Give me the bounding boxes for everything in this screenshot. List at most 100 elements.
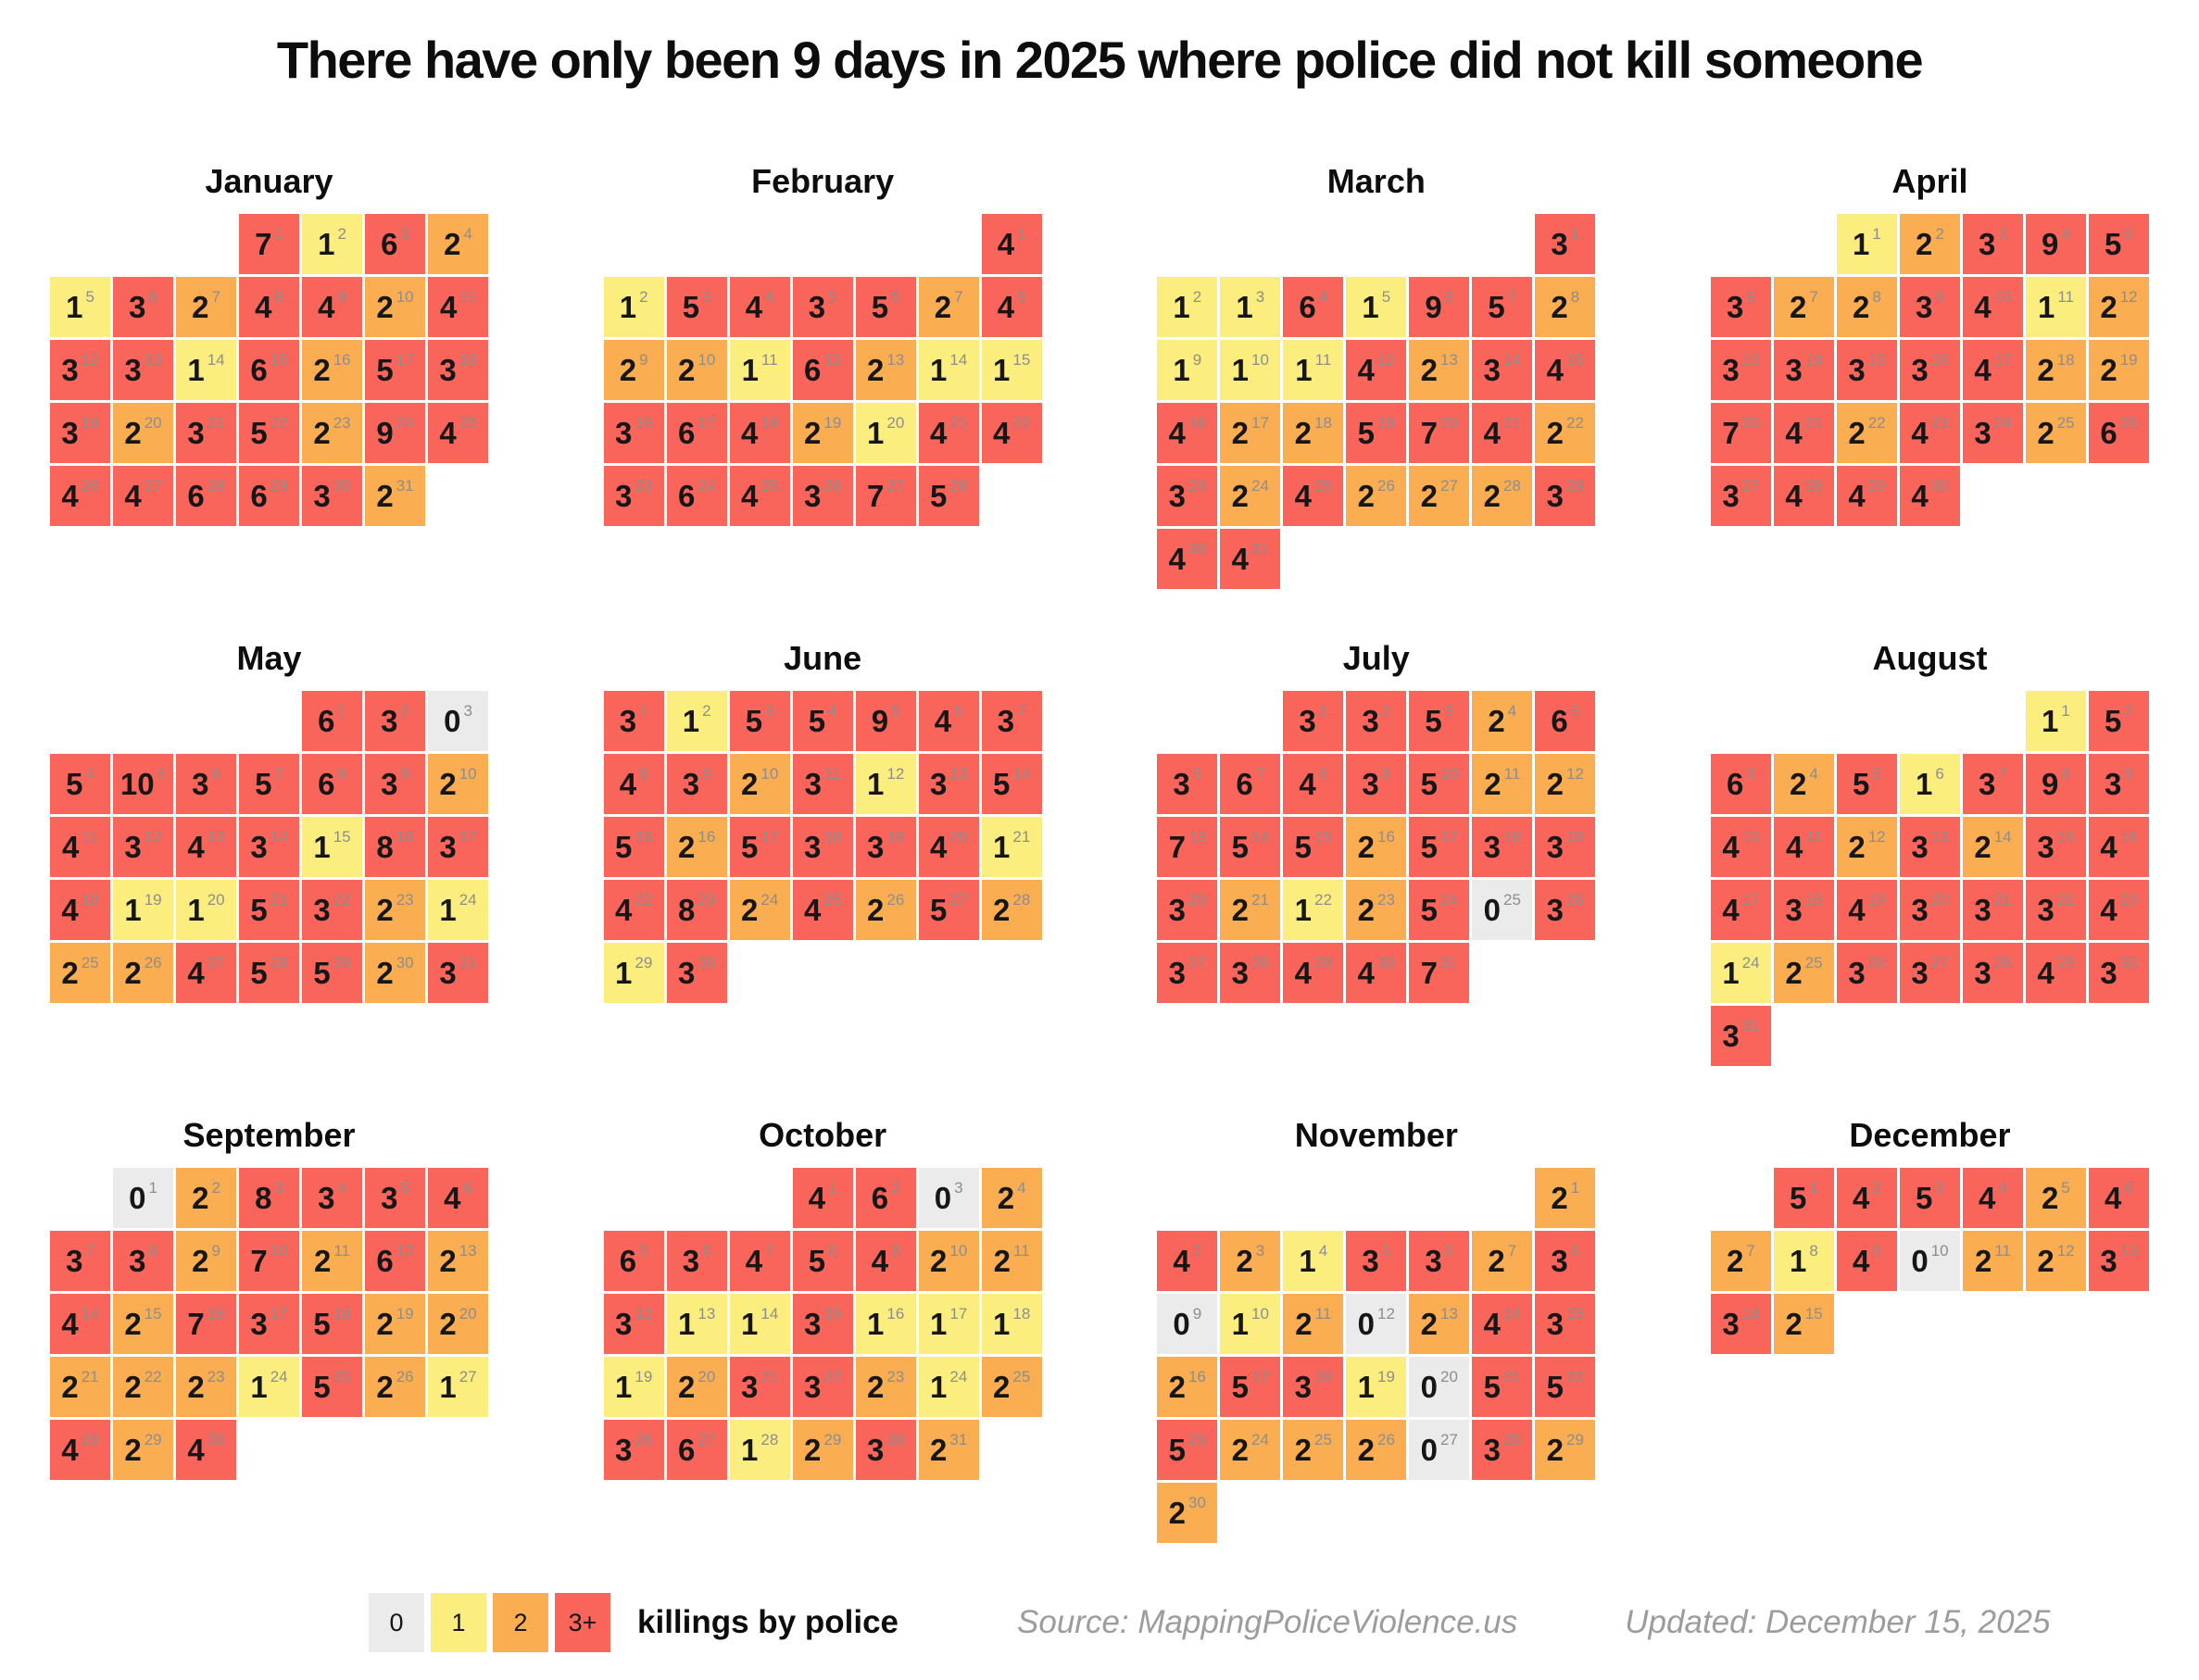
day-number: 2 [1192,288,1202,306]
day-value: 3 [1425,1244,1442,1278]
day-value: 4 [1294,956,1313,990]
day-number: 10 [459,765,477,783]
day-cell: 3 28 [1220,943,1281,1003]
day-number: 12 [635,1305,653,1323]
day-value: 3 [66,1244,83,1278]
day-cell: 1 16 [855,1294,916,1354]
day-cell: 1 11 [729,340,790,400]
day-cell: 1 13 [666,1294,727,1354]
day-number: 27 [1741,477,1760,495]
day-number: 12 [396,1242,414,1260]
day-cell: 2 24 [1220,466,1281,526]
day-number: 13 [207,828,225,846]
month-title: August [1872,639,1988,677]
day-value: 8 [255,1181,272,1215]
day-cell: 3 23 [603,466,664,526]
day-number: 9 [337,288,346,306]
day-value: 4 [930,830,948,864]
day-cell: 3 26 [792,466,853,526]
day-cell: 3 22 [792,1357,853,1417]
day-value: 5 [250,956,268,990]
day-value: 2 [930,1244,948,1278]
day-cell: 0 10 [1899,1231,1960,1291]
day-cell: 7 10 [239,1231,299,1291]
day-value: 4 [187,956,205,990]
day-number: 3 [1255,1242,1265,1260]
day-value: 9 [2042,227,2059,261]
day-cell: 3 18 [1283,1357,1344,1417]
day-number: 1 [639,702,648,720]
day-value: 1 [867,1307,885,1341]
day-cell: 3 18 [428,340,488,400]
day-value: 5 [1853,767,1870,801]
day-number: 27 [1930,954,1949,972]
day-cell: 2 10 [365,277,425,337]
day-number: 4 [828,702,837,720]
day-number: 15 [823,1305,842,1323]
day-cell: 2 31 [918,1420,979,1480]
day-number: 16 [697,828,716,846]
day-cell: 3 30 [302,466,362,526]
day-cell: 3 28 [1962,943,2023,1003]
day-number: 1 [1570,225,1580,243]
day-cell: 3 11 [792,754,853,814]
day-number: 26 [81,477,99,495]
day-cell: 2 19 [2088,340,2149,400]
day-value: 2 [1546,767,1564,801]
day-cell: 2 20 [428,1294,488,1354]
day-number: 24 [1251,477,1269,495]
day-number: 15 [144,1305,162,1323]
day-value: 2 [1420,353,1439,387]
day-value: 3 [615,1433,633,1467]
day-cell: 3 19 [1535,817,1596,877]
day-cell: 2 25 [50,943,110,1003]
day-value: 2 [1790,767,1807,801]
day-value: 5 [682,290,700,324]
day-value: 1 [678,1307,696,1341]
day-number: 17 [1741,891,1760,909]
day-value: 5 [313,1307,331,1341]
day-value: 4 [1546,353,1564,387]
day-number: 3 [274,1179,283,1197]
day-number: 20 [1930,891,1949,909]
day-value: 1 [66,290,83,324]
day-value: 8 [678,893,696,927]
day-number: 22 [1314,891,1332,909]
day-value: 2 [1546,1433,1564,1467]
day-value: 2 [867,1370,885,1404]
day-value: 2 [124,956,142,990]
day-cell: 3 13 [2088,1231,2149,1291]
month-july: July 3 1 3 2 5 3 2 4 6 5 3 6 6 7 4 8 3 9 5 10 2 11 2 12 7 13 5 14 5 15… [1157,639,1596,1066]
day-cell: 1 11 [2025,277,2086,337]
day-number: 9 [891,1242,900,1260]
day-value: 4 [1848,479,1866,513]
day-number: 1 [274,225,283,243]
day-cell: 4 30 [1346,943,1407,1003]
day-number: 12 [2119,288,2138,306]
day-cell: 2 13 [1409,340,1470,400]
day-number: 19 [823,414,842,432]
day-cell: 2 26 [1346,466,1407,526]
day-number: 13 [144,351,162,369]
day-value: 3 [381,1181,398,1215]
day-value: 3 [1546,893,1564,927]
day-number: 17 [396,351,414,369]
day-number: 26 [823,477,842,495]
day-number: 11 [761,351,778,369]
month-title: July [1342,639,1410,677]
day-value: 0 [129,1181,146,1215]
day-number: 14 [1251,828,1269,846]
day-value: 1 [1916,767,1933,801]
day-cell: 2 21 [1220,880,1281,940]
day-value: 3 [1911,893,1929,927]
day-value: 6 [381,227,398,261]
day-number: 11 [2057,288,2074,306]
